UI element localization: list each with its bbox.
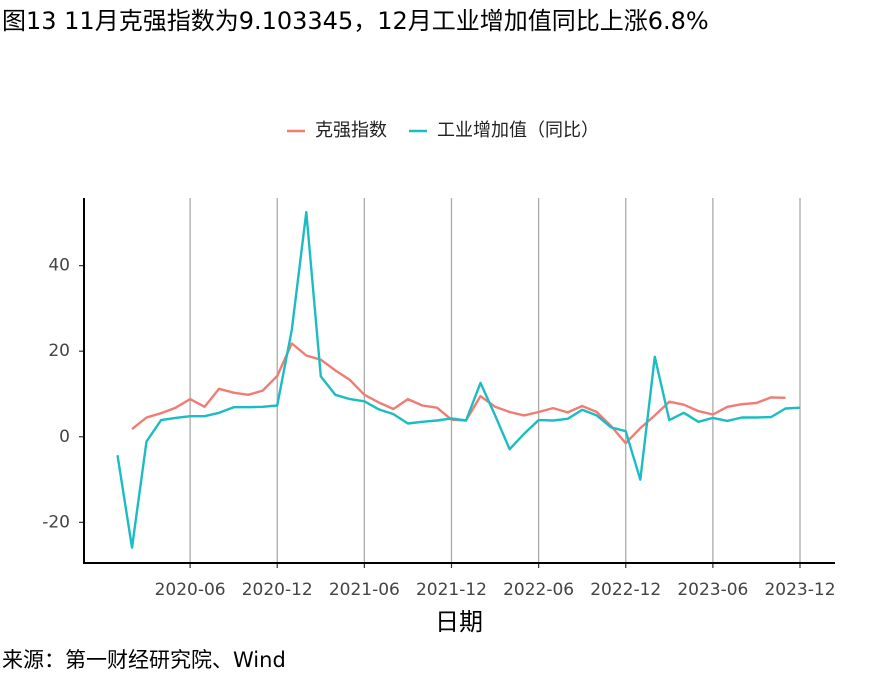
y-tick-label: 20 [48,341,70,361]
x-tick-label: 2023-06 [677,580,748,600]
y-tick-label: -20 [42,512,70,532]
x-tick-label: 2022-06 [503,580,574,600]
x-tick-label: 2020-06 [155,580,226,600]
legend-label: 工业增加值（同比） [437,120,599,141]
x-tick-label: 2021-12 [416,580,487,600]
x-tick-label: 2022-12 [590,580,661,600]
y-tick-label: 40 [48,256,70,276]
x-tick-label: 2020-12 [242,580,313,600]
data-line [131,342,786,445]
chart-title: 图13 11月克强指数为9.103345，12月工业增加值同比上涨6.8% [2,7,709,35]
x-tick-label: 2021-06 [329,580,400,600]
data-line [116,210,801,549]
legend-label: 克强指数 [315,120,387,141]
x-axis-title: 日期 [435,608,483,636]
y-tick-label: 0 [59,427,70,447]
legend: 克强指数 工业增加值（同比） [287,120,599,141]
source-note: 来源：第一财经研究院、Wind [2,648,286,672]
x-tick-label: 2023-12 [764,580,835,600]
